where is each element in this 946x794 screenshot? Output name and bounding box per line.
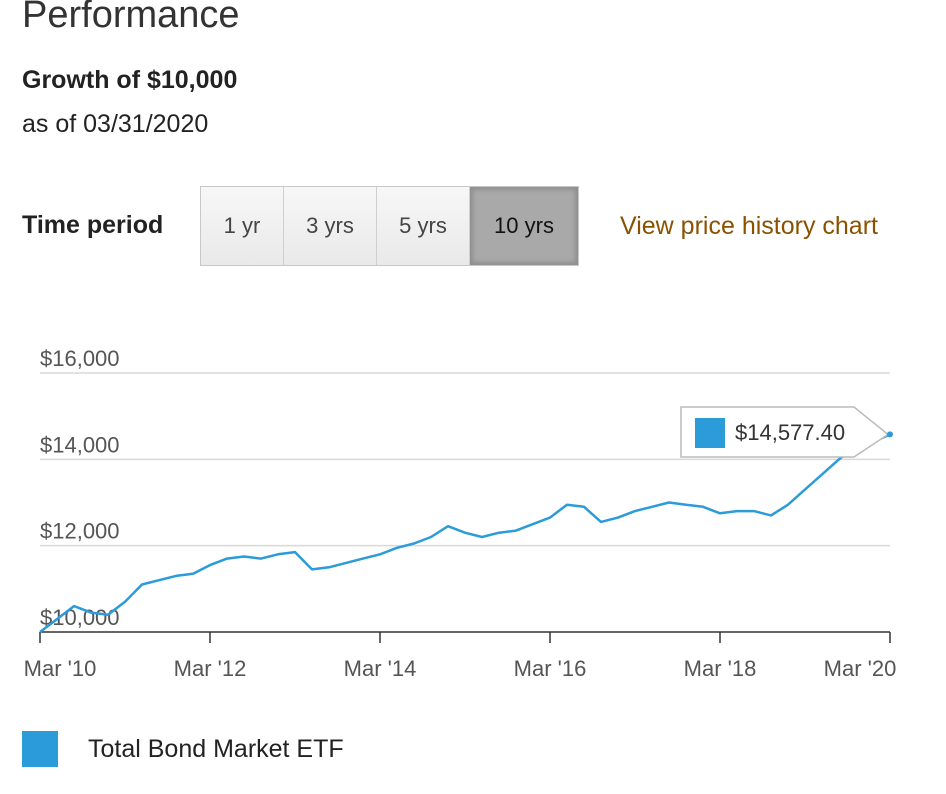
tooltip-box [680,406,890,458]
series-line [39,433,891,633]
period-10yrs-button[interactable]: 10 yrs [470,187,578,265]
legend-label: Total Bond Market ETF [88,734,344,763]
chart-legend: Total Bond Market ETF [22,731,344,767]
y-tick-label: $14,000 [40,432,120,457]
tooltip-value: $14,577.40 [735,420,845,445]
y-tick-label: $12,000 [40,519,120,544]
x-tick-label: Mar '14 [344,656,417,681]
x-tick-label: Mar '18 [684,656,757,681]
y-tick-label: $16,000 [40,346,120,371]
chart-subtitle: Growth of $10,000 [22,66,238,94]
growth-chart: Mar '10 Mar '12 Mar '14 Mar '16 Mar '18 Mar '… [24,346,897,681]
x-tick-label: Mar '16 [514,656,587,681]
period-1yr-button[interactable]: 1 yr [201,187,284,265]
x-tick-label: Mar '20 [824,656,897,681]
view-price-history-link[interactable]: View price history chart [620,212,878,240]
series-end-point [887,431,893,438]
period-3yrs-button[interactable]: 3 yrs [284,187,377,265]
page-title: Performance [22,0,240,36]
time-period-label: Time period [22,211,164,239]
time-period-selector: 1 yr 3 yrs 5 yrs 10 yrs [200,186,579,266]
legend-swatch [22,731,58,767]
as-of-date: as of 03/31/2020 [22,110,209,138]
x-tick-label: Mar '10 [24,656,97,681]
period-5yrs-button[interactable]: 5 yrs [377,187,470,265]
tooltip-swatch [695,418,725,448]
value-tooltip: $14,577.40 [680,406,890,458]
x-tick-label: Mar '12 [174,656,247,681]
